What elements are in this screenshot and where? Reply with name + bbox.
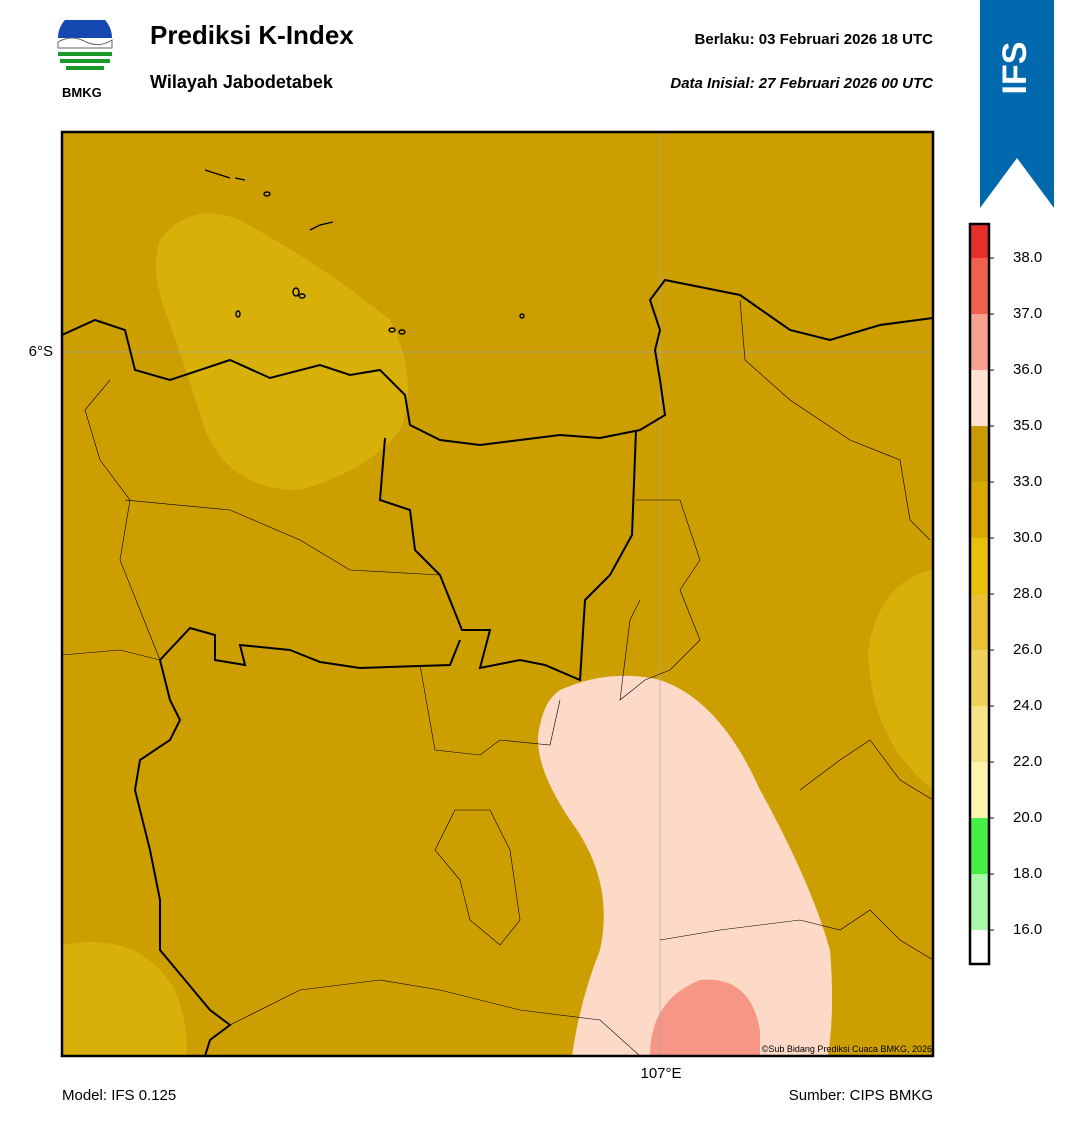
valid-time: Berlaku: 03 Februari 2026 18 UTC [694, 31, 933, 48]
colorbar-label: 37.0 [1013, 305, 1042, 322]
init-time: Data Inisial: 27 Februari 2026 00 UTC [670, 75, 933, 92]
colorbar-label: 28.0 [1013, 585, 1042, 602]
title: Prediksi K-Index [150, 20, 354, 50]
colorbar-segment [970, 762, 989, 818]
colorbar-segment [970, 482, 989, 538]
colorbar-segment [970, 650, 989, 706]
logo-text: BMKG [62, 85, 102, 100]
colorbar-label: 36.0 [1013, 361, 1042, 378]
lat-label: 6°S [29, 343, 53, 360]
badge: IFS [980, 0, 1054, 208]
colorbar-label: 16.0 [1013, 921, 1042, 938]
colorbar-label: 22.0 [1013, 753, 1042, 770]
colorbar-label: 35.0 [1013, 417, 1042, 434]
lon-label: 107°E [640, 1065, 681, 1082]
colorbar-label: 30.0 [1013, 529, 1042, 546]
colorbar-label: 26.0 [1013, 641, 1042, 658]
colorbar-segment [970, 370, 989, 426]
subtitle: Wilayah Jabodetabek [150, 72, 333, 92]
colorbar: 38.0 37.0 36.0 35.0 33.0 30.0 28.0 26.0 24.0 22.0… [968, 222, 1042, 966]
colorbar-segment [970, 426, 989, 482]
colorbar-label: 20.0 [1013, 809, 1042, 826]
colorbar-segment [970, 258, 989, 314]
model-label: Model: IFS 0.125 [62, 1087, 177, 1104]
colorbar-segment [970, 224, 989, 258]
colorbar-segment [970, 538, 989, 594]
source-label: Sumber: CIPS BMKG [788, 1087, 933, 1104]
colorbar-label: 18.0 [1013, 865, 1042, 882]
colorbar-segment [970, 706, 989, 762]
logo [57, 20, 113, 70]
colorbar-label: 33.0 [1013, 473, 1042, 490]
badge-text: IFS [996, 42, 1034, 95]
colorbar-segment [970, 314, 989, 370]
colorbar-segment [970, 930, 989, 964]
colorbar-label: 38.0 [1013, 249, 1042, 266]
colorbar-segment [970, 594, 989, 650]
colorbar-label: 24.0 [1013, 697, 1042, 714]
credit: ©Sub Bidang Prediksi Cuaca BMKG, 2026 [762, 1044, 932, 1054]
colorbar-segment [970, 874, 989, 930]
colorbar-segment [970, 818, 989, 874]
